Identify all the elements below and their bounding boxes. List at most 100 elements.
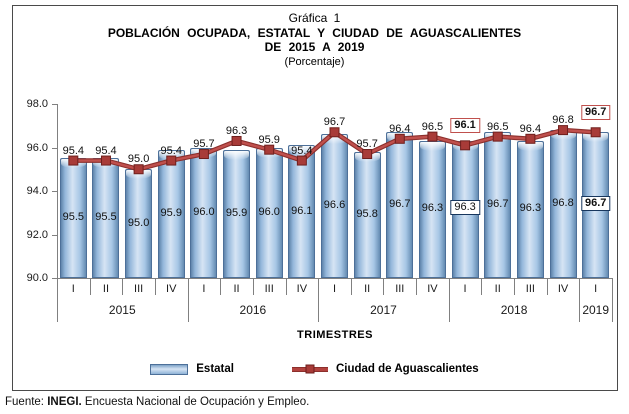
line-marker-icon [492,131,503,142]
quarter-label: II [494,283,501,295]
bar-estatal [92,158,120,278]
year-separator [187,278,189,322]
bar-value-label: 96.1 [291,204,313,217]
line-marker-icon [460,140,471,151]
quarter-label: IV [166,283,177,295]
line-value-label: 96.1 [450,118,480,134]
line-value-label: 96.4 [389,122,411,135]
source-note: Fuente: INEGI. Encuesta Nacional de Ocup… [5,396,309,408]
quarter-label: I [463,283,467,295]
quarter-label: I [332,283,337,295]
legend-line-label: Ciudad de Aguascalientes [335,363,479,375]
bar-value-label: 95.5 [95,211,117,224]
line-value-label: 95.7 [193,138,215,151]
y-tick-mark [52,234,57,236]
quarter-label: I [202,283,206,295]
year-label: 2019 [582,303,610,317]
quarter-label: III [395,283,405,295]
year-separator [612,278,613,322]
line-value-label: 96.3 [225,124,248,137]
quarter-label: III [264,283,274,295]
line-marker-icon [525,133,536,144]
year-label: 2017 [370,303,397,317]
bar-value-label: 96.7 [389,198,411,211]
line-value-label: 96.5 [487,120,509,133]
chart-number: Gráfica 1 [288,11,341,25]
y-tick-mark [52,191,57,192]
year-separator [448,278,450,322]
bar-value-label: 95.5 [62,211,85,224]
quarter-tick [514,278,516,295]
line-value-label: 95.4 [95,144,117,157]
quarter-tick [122,278,124,295]
line-value-label: 95.4 [160,144,182,157]
line-value-label: 95.9 [258,133,280,146]
bar-estatal [288,145,316,278]
line-marker-icon [231,135,242,146]
line-marker-icon [133,164,144,175]
line-value-label: 95.4 [291,144,313,157]
line-marker-icon [264,144,275,155]
legend-bar-swatch-icon [150,363,189,375]
year-label: 2016 [239,303,267,317]
quarter-label: IV [427,283,438,295]
quarter-label: II [102,283,110,295]
year-separator [579,278,581,322]
line-marker-icon [394,133,405,144]
year-separator [57,278,58,322]
line-value-label: 96.5 [421,120,444,133]
quarter-tick [285,278,287,295]
quarter-tick [350,278,352,295]
y-tick-label: 96.0 [26,141,48,154]
quarter-tick [252,278,254,295]
x-axis-title: TRIMESTRES [297,329,373,341]
quarter-tick [546,278,548,295]
bar-value-label: 96.8 [552,197,574,210]
chart-title-block: Gráfica 1 POBLACIÓN OCUPADA, ESTATAL Y C… [0,11,629,69]
bar-value-label: 95.8 [356,207,378,220]
bar-estatal [125,169,153,278]
chart-title: POBLACIÓN OCUPADA, ESTATAL Y CIUDAD DE A… [107,25,522,40]
bar-value-label: 95.9 [160,206,182,219]
line-marker-icon [427,131,438,142]
bar-estatal [223,149,251,278]
line-marker-icon [198,149,209,160]
bar-value-label: 95.9 [225,206,248,219]
y-tick-label: 90.0 [26,272,48,284]
quarter-tick [416,278,418,295]
legend-line-marker-icon [305,364,315,374]
quarter-label: III [525,283,535,295]
bar-value-label: 96.7 [580,196,611,212]
year-label: 2018 [500,303,528,317]
quarter-label: IV [557,283,569,295]
bar-estatal [157,149,185,278]
quarter-label: II [364,283,371,295]
bar-value-label: 96.3 [421,202,444,215]
bar-estatal [516,140,544,278]
y-tick-label: 98.0 [26,98,48,110]
y-tick-mark [52,147,57,149]
line-value-label: 96.7 [323,116,346,129]
bar-value-label: 95.0 [127,216,150,229]
source-prefix: Fuente: [5,396,48,408]
y-tick-mark [52,278,57,279]
quarter-tick [481,278,483,295]
year-label: 2015 [108,303,136,317]
y-tick-mark [52,104,57,105]
quarter-label: I [71,283,75,295]
quarter-label: II [233,283,240,295]
x-axis-line [57,278,613,279]
line-marker-icon [558,125,569,136]
line-value-label: 96.7 [580,105,611,121]
line-marker-icon [296,155,307,166]
line-marker-icon [68,155,79,166]
bar-estatal [386,132,414,278]
line-marker-icon [100,155,111,166]
line-marker-icon [329,127,340,138]
bar-value-label: 96.3 [519,202,542,215]
y-tick-label: 94.0 [26,185,48,197]
line-value-label: 95.7 [356,138,378,151]
quarter-tick [383,278,385,295]
line-value-label: 95.0 [127,153,150,166]
